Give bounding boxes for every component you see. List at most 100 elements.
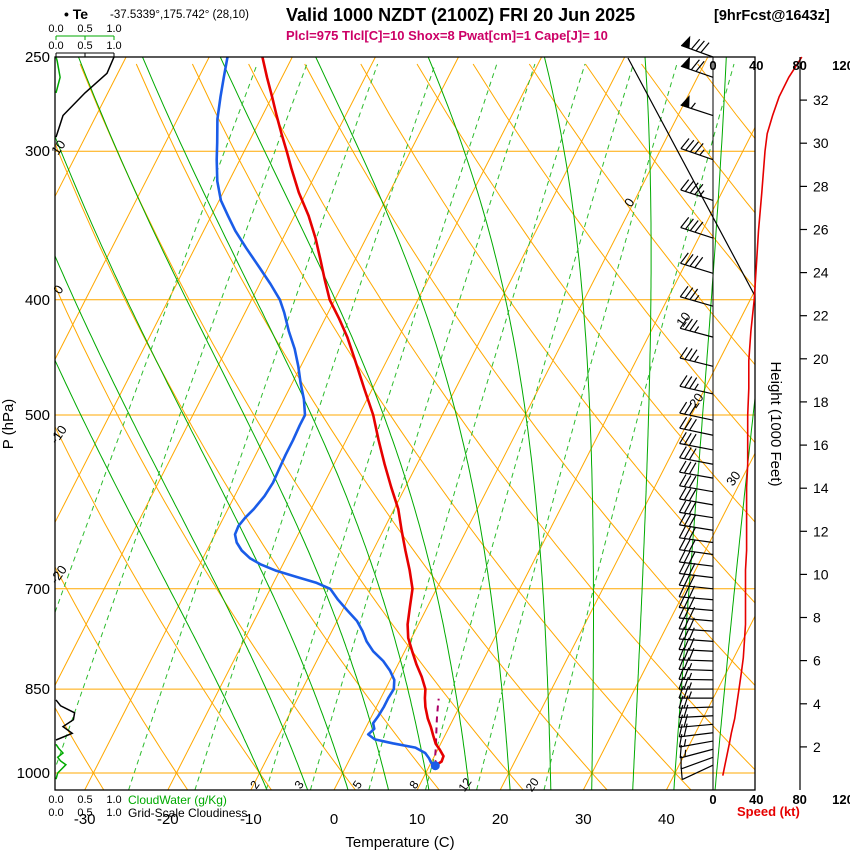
svg-text:30: 30 xyxy=(813,135,829,151)
cloudwater-profile-upper xyxy=(55,57,61,94)
cloudiness-scale-bottom: 0.0 0.5 1.0 xyxy=(48,807,121,819)
svg-text:-10: -10 xyxy=(240,811,262,828)
svg-text:0.0: 0.0 xyxy=(48,40,63,52)
svg-text:1000: 1000 xyxy=(17,765,50,782)
svg-text:1.0: 1.0 xyxy=(106,794,121,806)
isobar-lines xyxy=(55,57,755,774)
mixing-ratio-labels: 2 3 5 8 12 20 xyxy=(247,775,542,794)
cloudiness-profile-upper xyxy=(55,57,115,138)
station-label: • Te xyxy=(64,6,88,22)
svg-text:4: 4 xyxy=(813,696,821,712)
svg-text:8: 8 xyxy=(813,610,821,626)
temperature-tick-labels: -30 -20 -10 0 10 20 30 40 xyxy=(74,811,675,828)
svg-text:80: 80 xyxy=(792,792,806,807)
svg-text:850: 850 xyxy=(25,681,50,698)
mixing-ratio-lines xyxy=(55,63,735,790)
svg-text:30: 30 xyxy=(723,468,744,488)
svg-text:0: 0 xyxy=(330,811,338,828)
height-axis-title: Height (1000 Feet) xyxy=(767,361,784,486)
svg-text:20: 20 xyxy=(523,775,542,794)
svg-text:10: 10 xyxy=(673,309,694,329)
svg-text:1.0: 1.0 xyxy=(106,40,121,52)
pressure-axis-title: P (hPa) xyxy=(0,399,17,450)
svg-text:28: 28 xyxy=(813,178,829,194)
svg-text:0.5: 0.5 xyxy=(77,23,92,35)
svg-text:6: 6 xyxy=(813,653,821,669)
svg-text:80: 80 xyxy=(792,58,806,73)
svg-text:120: 120 xyxy=(832,792,850,807)
svg-text:400: 400 xyxy=(25,292,50,309)
svg-text:0.0: 0.0 xyxy=(48,807,63,819)
svg-text:0.5: 0.5 xyxy=(77,807,92,819)
wind-speed-curve xyxy=(722,56,803,776)
svg-text:-30: -30 xyxy=(74,811,96,828)
svg-text:-20: -20 xyxy=(157,811,179,828)
svg-text:1.0: 1.0 xyxy=(106,23,121,35)
svg-text:0: 0 xyxy=(50,282,66,297)
svg-text:10: 10 xyxy=(813,566,829,582)
sounding-indices: Plcl=975 Tlcl[C]=10 Shox=8 Pwat[cm]=1 Ca… xyxy=(286,28,608,43)
svg-text:12: 12 xyxy=(813,523,829,539)
svg-text:12: 12 xyxy=(455,775,474,794)
forecast-hour-label: [9hrFcst@1643z] xyxy=(714,8,830,24)
svg-text:40: 40 xyxy=(658,811,675,828)
generated-plot-content: 2468101214161820222426283032250300400500… xyxy=(17,23,850,828)
svg-text:10: 10 xyxy=(409,811,426,828)
wind-barbs xyxy=(678,35,714,790)
svg-text:18: 18 xyxy=(813,394,829,410)
cloudwater-scale-top: 0.0 0.5 1.0 xyxy=(48,23,122,40)
cloudwater-legend: CloudWater (g/Kg) xyxy=(128,793,227,807)
svg-text:0.0: 0.0 xyxy=(48,794,63,806)
svg-text:32: 32 xyxy=(813,92,829,108)
svg-text:300: 300 xyxy=(25,143,50,160)
svg-text:30: 30 xyxy=(575,811,592,828)
svg-text:1.0: 1.0 xyxy=(106,807,121,819)
svg-text:2: 2 xyxy=(813,739,821,755)
dry-adiabat-lines xyxy=(55,63,755,790)
svg-text:26: 26 xyxy=(813,222,829,238)
annotation-line xyxy=(627,57,755,297)
svg-text:500: 500 xyxy=(25,407,50,424)
svg-text:10: 10 xyxy=(48,137,69,157)
svg-text:-20: -20 xyxy=(47,562,70,586)
svg-text:120: 120 xyxy=(832,58,850,73)
svg-text:24: 24 xyxy=(813,265,829,281)
cloudiness-legend: Grid-Scale Cloudiness xyxy=(128,806,247,820)
parcel-path xyxy=(433,698,440,767)
temperature-curve xyxy=(261,57,445,767)
svg-text:14: 14 xyxy=(813,480,829,496)
svg-text:20: 20 xyxy=(492,811,509,828)
height-axis xyxy=(799,57,807,790)
plot-frame xyxy=(54,56,756,791)
pressure-tick-labels: 250 300 400 500 700 850 1000 xyxy=(17,49,50,782)
speed-axis-title: Speed (kt) xyxy=(737,804,800,819)
svg-text:16: 16 xyxy=(813,437,829,453)
svg-text:0.0: 0.0 xyxy=(48,23,63,35)
isotherm-lines xyxy=(55,57,755,790)
svg-text:20: 20 xyxy=(813,351,829,367)
cloudiness-scale-top: 0.0 0.5 1.0 xyxy=(48,40,122,57)
valid-time-title: Valid 1000 NZDT (2100Z) FRI 20 Jun 2025 xyxy=(286,5,635,25)
svg-text:40: 40 xyxy=(749,58,763,73)
svg-text:0: 0 xyxy=(709,792,716,807)
cloudwater-scale-bottom: 0.0 0.5 1.0 xyxy=(48,794,121,806)
svg-text:0: 0 xyxy=(709,58,716,73)
svg-text:700: 700 xyxy=(25,581,50,598)
temperature-axis-title: Temperature (C) xyxy=(345,834,454,851)
svg-text:0.5: 0.5 xyxy=(77,794,92,806)
speed-tick-labels: 0 0 40 40 80 80 120 120 xyxy=(709,58,850,807)
svg-text:20: 20 xyxy=(686,390,707,410)
cloudiness-profile-lower xyxy=(55,699,76,741)
svg-text:0.5: 0.5 xyxy=(77,40,92,52)
dewpoint-curve xyxy=(215,57,437,767)
cloudwater-profile-lower xyxy=(55,743,68,780)
station-coordinates: -37.5339°,175.742° (28,10) xyxy=(110,9,249,21)
svg-text:40: 40 xyxy=(749,792,763,807)
svg-text:-10: -10 xyxy=(47,422,70,446)
svg-text:22: 22 xyxy=(813,308,829,324)
skewt-background xyxy=(55,57,755,790)
